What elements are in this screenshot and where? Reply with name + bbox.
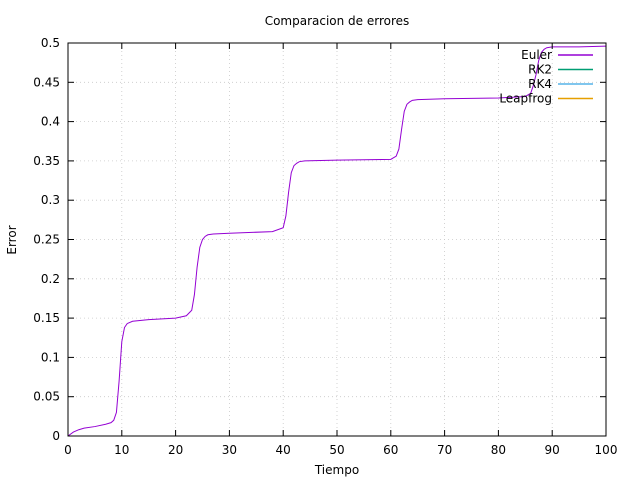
y-tick-label: 0.25 bbox=[33, 233, 60, 247]
x-tick-label: 20 bbox=[168, 443, 183, 457]
legend-label-rk4: RK4 bbox=[528, 77, 552, 91]
y-tick-label: 0.1 bbox=[41, 350, 60, 364]
x-tick-label: 50 bbox=[329, 443, 344, 457]
x-tick-label: 30 bbox=[222, 443, 237, 457]
grid bbox=[68, 43, 606, 436]
y-tick-label: 0.15 bbox=[33, 311, 60, 325]
x-tick-label: 70 bbox=[437, 443, 452, 457]
ticks: 0 10 20 30 40 50 60 70 80 90 100 0 0.05 0.1 0.15 0.2 0.2… bbox=[33, 36, 617, 457]
x-axis-label: Tiempo bbox=[314, 463, 359, 477]
chart-title: Comparacion de errores bbox=[265, 14, 410, 28]
y-tick-label: 0.2 bbox=[41, 272, 60, 286]
legend-label-rk2: RK2 bbox=[528, 63, 552, 77]
y-tick-label: 0.4 bbox=[41, 115, 60, 129]
x-tick-label: 10 bbox=[114, 443, 129, 457]
y-tick-label: 0.5 bbox=[41, 36, 60, 50]
y-tick-label: 0.35 bbox=[33, 154, 60, 168]
legend-label-euler: Euler bbox=[521, 48, 552, 62]
x-tick-label: 60 bbox=[383, 443, 398, 457]
y-tick-label: 0 bbox=[52, 429, 60, 443]
legend-label-leapfrog: Leapfrog bbox=[499, 92, 552, 106]
x-tick-label: 0 bbox=[64, 443, 72, 457]
y-tick-label: 0.05 bbox=[33, 390, 60, 404]
x-tick-label: 90 bbox=[545, 443, 560, 457]
x-tick-label: 80 bbox=[491, 443, 506, 457]
y-tick-label: 0.45 bbox=[33, 75, 60, 89]
x-tick-label: 100 bbox=[595, 443, 618, 457]
y-tick-label: 0.3 bbox=[41, 193, 60, 207]
series-line-euler bbox=[67, 45, 607, 437]
x-tick-label: 40 bbox=[276, 443, 291, 457]
y-axis-label: Error bbox=[5, 225, 19, 254]
